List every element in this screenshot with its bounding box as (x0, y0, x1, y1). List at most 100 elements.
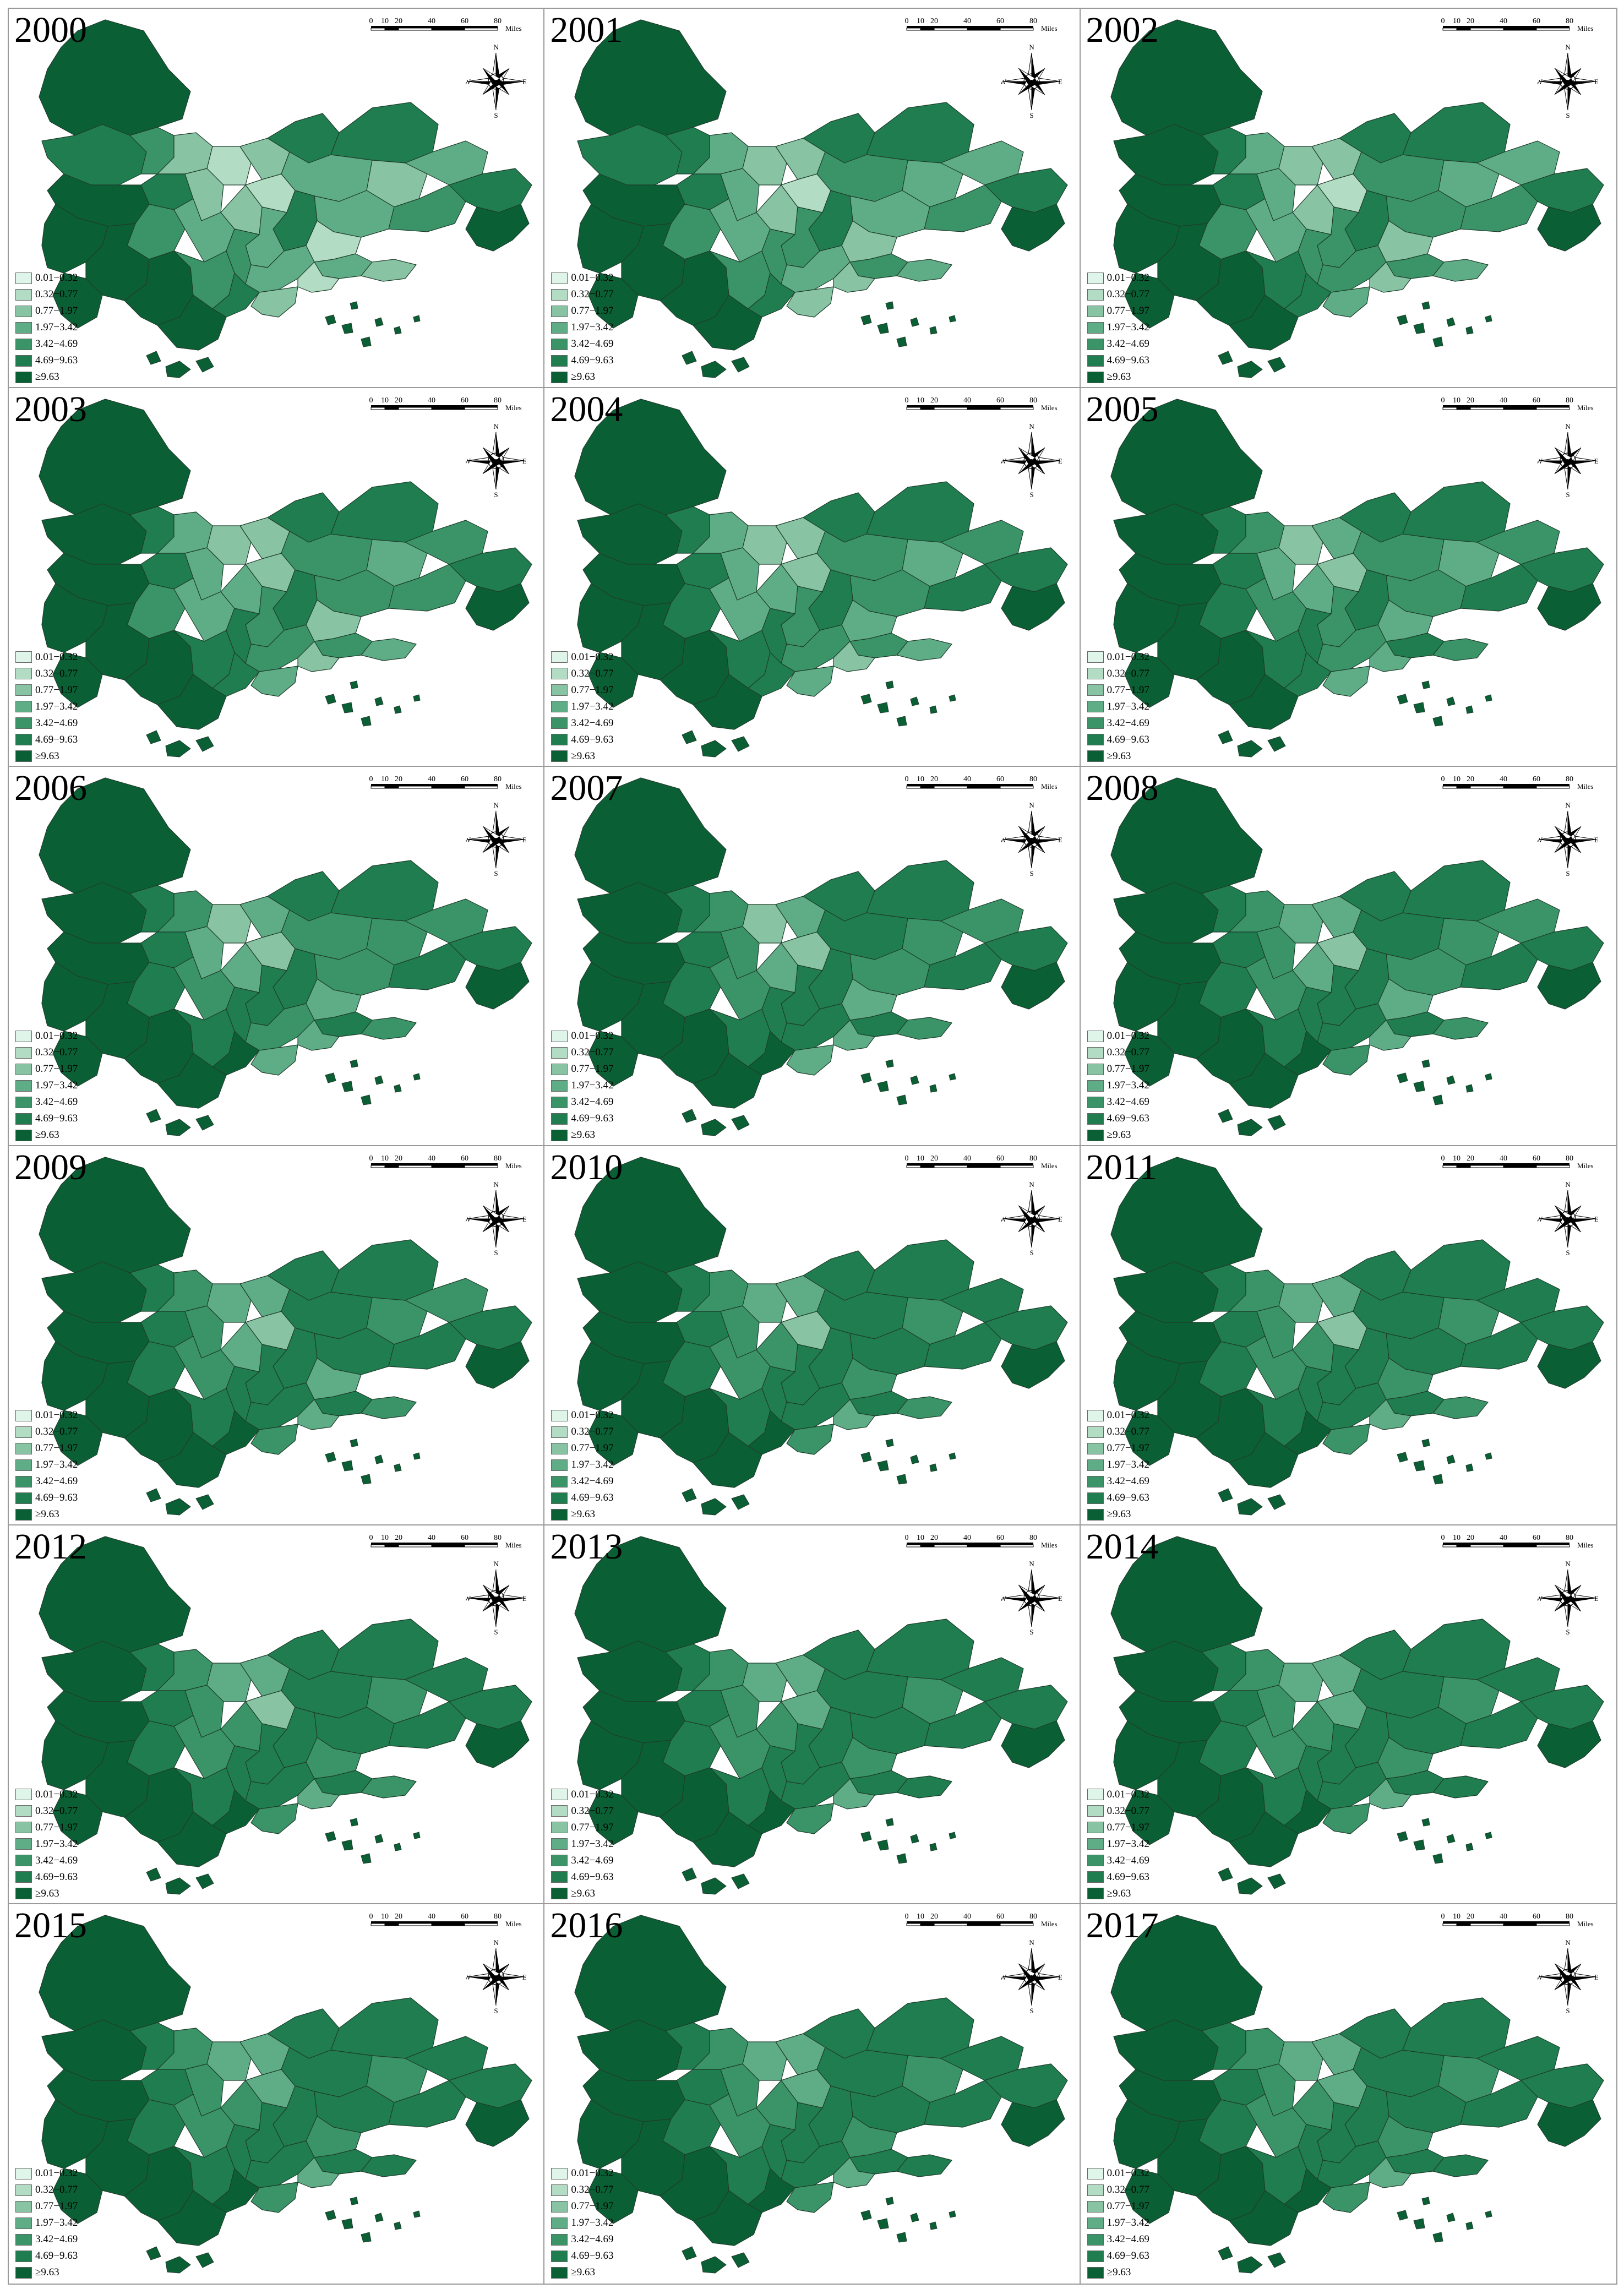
compass-label-e: E (522, 836, 526, 844)
legend-item: 4.69−9.63 (551, 732, 614, 748)
map-island (885, 301, 894, 310)
legend-swatch (15, 2217, 32, 2229)
map-region (52, 2168, 103, 2224)
map-island (701, 361, 727, 378)
map-island (1397, 314, 1408, 325)
scale-unit: Miles (1577, 1541, 1594, 1549)
compass-label-e: E (1594, 1594, 1598, 1603)
scale-tick-label: 20 (930, 1912, 938, 1921)
legend-item: ≥9.63 (1087, 369, 1149, 385)
map-region (1460, 1322, 1538, 1370)
map-island (1237, 1877, 1263, 1895)
legend-item: 3.42−4.69 (15, 2231, 78, 2248)
legend-item: ≥9.63 (1087, 1127, 1149, 1143)
legend-item: 3.42−4.69 (1087, 1094, 1149, 1110)
map-island (949, 2210, 956, 2218)
map-island (1465, 2221, 1474, 2230)
map-island (1432, 1853, 1443, 1864)
year-label: 2000 (14, 10, 87, 50)
legend-swatch (15, 272, 32, 284)
map-island (860, 1452, 872, 1463)
map-region (1113, 962, 1180, 1032)
legend-swatch (15, 338, 32, 350)
legend-item: 0.01−0.32 (551, 1028, 614, 1044)
map-region (1432, 638, 1489, 661)
map-region (1537, 1341, 1601, 1389)
legend-swatch (1087, 2217, 1104, 2229)
compass-label-s: S (1566, 491, 1569, 499)
legend-swatch (1087, 355, 1104, 367)
legend-label: 1.97−3.42 (571, 322, 614, 333)
compass-rose-icon: N S E W (1001, 801, 1062, 878)
compass-label-n: N (493, 422, 499, 431)
legend-swatch (551, 1096, 568, 1108)
compass-label-e: E (1058, 78, 1062, 86)
legend-swatch (15, 668, 32, 680)
compass-label-w: W (1001, 78, 1007, 86)
choropleth-map (39, 777, 532, 1136)
map-region (52, 1789, 103, 1845)
legend-label: 3.42−4.69 (1107, 717, 1149, 729)
map-region (1460, 564, 1538, 612)
legend-item: 0.01−0.32 (1087, 2165, 1149, 2182)
legend: 0.01−0.32 0.32−0.77 0.77−1.97 1.97−3.42 3.42… (15, 270, 78, 385)
legend-label: 0.77−1.97 (35, 2200, 78, 2213)
scale-tick-label: 10 (381, 1912, 389, 1921)
legend-label: 0.77−1.97 (571, 1063, 614, 1075)
legend-item: ≥9.63 (15, 1127, 78, 1143)
map-island (361, 2232, 372, 2243)
legend-label: 4.69−9.63 (571, 733, 614, 745)
map-island (910, 1454, 919, 1464)
map-island (374, 1454, 384, 1464)
map-island (195, 1494, 214, 1510)
map-region (1322, 666, 1370, 697)
legend-label: 1.97−3.42 (1107, 322, 1149, 333)
map-island (877, 2218, 889, 2230)
legend-label: 0.32−0.77 (1107, 1047, 1149, 1059)
legend-label: 0.77−1.97 (1107, 305, 1149, 317)
map-island (731, 357, 750, 373)
compass-label-s: S (1566, 869, 1569, 878)
map-region (250, 2182, 298, 2213)
legend-label: 0.32−0.77 (1107, 288, 1149, 300)
choropleth-map (1110, 1536, 1604, 1895)
map-island (1446, 1834, 1456, 1844)
legend-item: ≥9.63 (1087, 1506, 1149, 1523)
legend-item: 3.42−4.69 (15, 715, 78, 732)
compass-rose-icon: N S E W (1538, 43, 1598, 119)
compass-label-e: E (1058, 457, 1062, 465)
legend-item: 0.01−0.32 (551, 1786, 614, 1803)
legend-item: 0.32−0.77 (1087, 1803, 1149, 1819)
legend-item: 0.77−1.97 (15, 1061, 78, 1077)
legend: 0.01−0.32 0.32−0.77 0.77−1.97 1.97−3.42 3.42… (1087, 270, 1149, 385)
legend-label: ≥9.63 (35, 1129, 59, 1141)
scale-tick-label: 60 (1533, 17, 1540, 25)
legend-label: 3.42−4.69 (35, 1096, 78, 1108)
map-region (297, 1778, 340, 1810)
map-region (1284, 1789, 1332, 1834)
compass-rose-icon: N S E W (1001, 1938, 1062, 2015)
map-island (682, 2246, 697, 2260)
legend-item: 3.42−4.69 (551, 1852, 614, 1869)
legend-item: 1.97−3.42 (551, 2215, 614, 2231)
map-island (394, 1843, 402, 1851)
map-island (165, 2256, 191, 2274)
legend-label: ≥9.63 (35, 371, 59, 383)
map-region (361, 1017, 417, 1040)
legend: 0.01−0.32 0.32−0.77 0.77−1.97 1.97−3.42 3.42… (1087, 1786, 1149, 1902)
map-region (465, 962, 530, 1010)
legend-swatch (1087, 1805, 1104, 1817)
legend-item: ≥9.63 (551, 1886, 613, 1902)
legend-item: 0.01−0.32 (551, 270, 614, 286)
legend-label: 0.32−0.77 (35, 1426, 78, 1437)
legend-label: 0.32−0.77 (1107, 2184, 1149, 2196)
map-island (374, 2213, 384, 2222)
map-island (1237, 740, 1263, 758)
legend-label: 3.42−4.69 (1107, 1475, 1149, 1487)
legend-swatch (15, 1047, 32, 1059)
map-island (877, 1839, 889, 1851)
scale-tick-label: 80 (1566, 1154, 1573, 1163)
map-island (1237, 1498, 1263, 1516)
map-region (833, 2157, 875, 2188)
map-island (1465, 326, 1474, 335)
